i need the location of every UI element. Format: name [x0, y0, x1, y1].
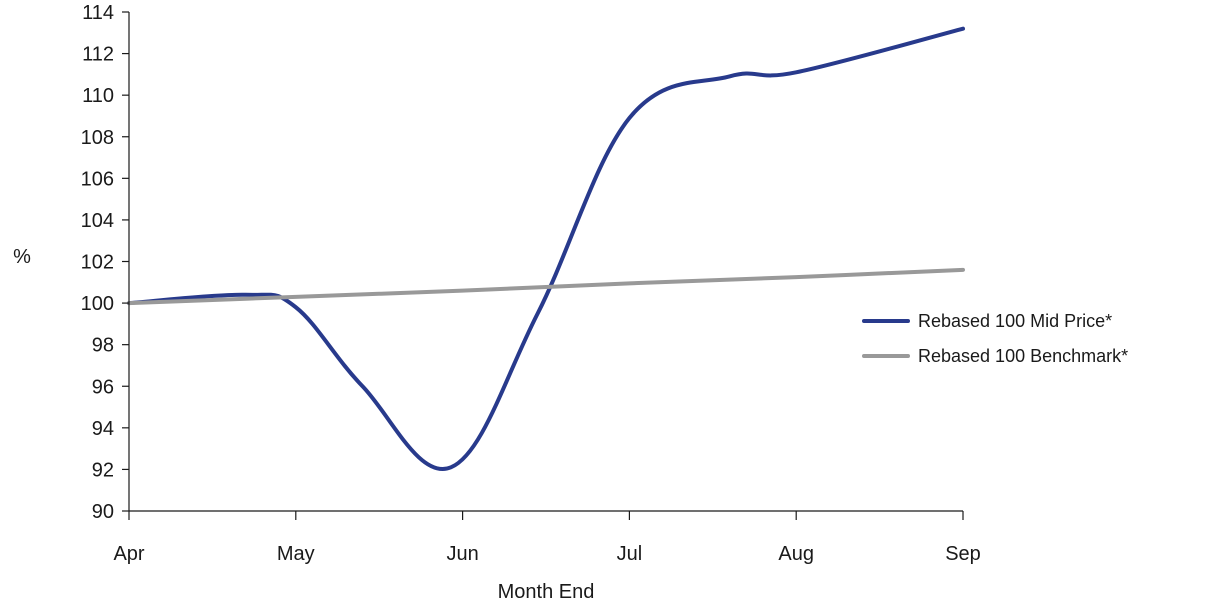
- x-tick-label: Apr: [113, 543, 144, 565]
- x-tick-label: Sep: [945, 543, 981, 565]
- legend: Rebased 100 Mid Price* Rebased 100 Benchm…: [862, 311, 1128, 366]
- y-tick-label: 100: [81, 293, 114, 315]
- legend-label: Rebased 100 Benchmark*: [918, 346, 1128, 366]
- y-tick-label: 108: [81, 127, 114, 149]
- x-axis-ticks: Apr May Jun Jul Aug Sep: [113, 511, 981, 565]
- y-tick-label: 94: [92, 418, 114, 440]
- x-tick-label: Aug: [778, 543, 814, 565]
- y-tick-label: 90: [92, 501, 114, 523]
- benchmark-line: [127, 267, 965, 306]
- y-tick-label: 110: [82, 85, 114, 107]
- y-tick-label: 114: [82, 2, 114, 24]
- legend-item-mid-price: Rebased 100 Mid Price*: [862, 311, 1112, 331]
- plot-lines: [127, 26, 965, 472]
- y-axis-title: %: [13, 246, 31, 268]
- y-axis-ticks: 90 92 94 96 98 100 102 104 106 108 110 112 114: [81, 2, 129, 523]
- y-tick-label: 102: [81, 252, 114, 274]
- legend-label: Rebased 100 Mid Price*: [918, 311, 1112, 331]
- x-tick-label: Jul: [617, 543, 643, 565]
- y-tick-label: 104: [81, 210, 114, 232]
- mid-price-line: [127, 26, 965, 472]
- x-tick-label: Jun: [446, 543, 478, 565]
- axes: [128, 12, 963, 512]
- y-tick-label: 92: [92, 459, 114, 481]
- legend-item-benchmark: Rebased 100 Benchmark*: [862, 346, 1128, 366]
- y-tick-label: 98: [92, 335, 114, 357]
- y-tick-label: 106: [81, 168, 114, 190]
- x-tick-label: May: [277, 543, 315, 565]
- x-axis-title: Month End: [498, 581, 595, 603]
- y-tick-label: 112: [82, 44, 114, 66]
- y-tick-label: 96: [92, 376, 114, 398]
